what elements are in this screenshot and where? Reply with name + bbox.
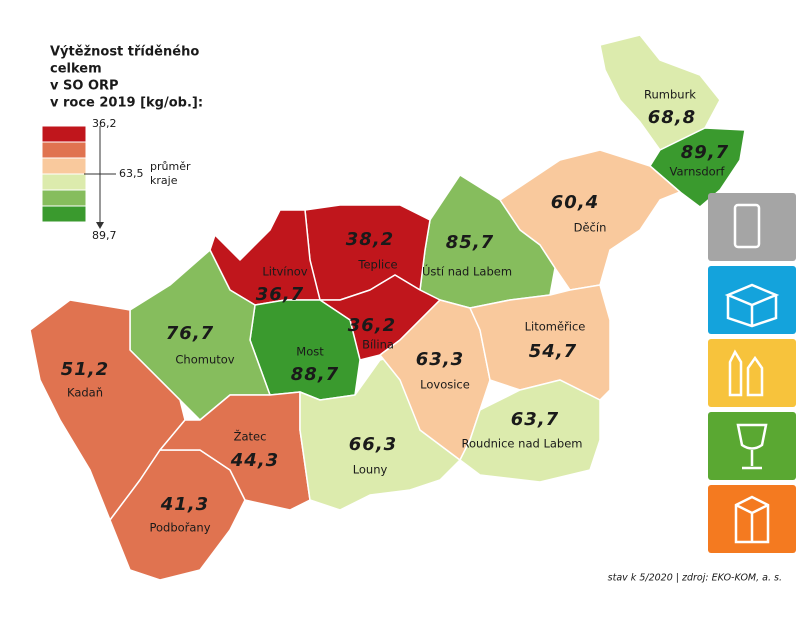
legend-note: průměr	[150, 160, 191, 173]
region-name: Most	[296, 345, 324, 359]
icon-glass	[708, 412, 796, 480]
region-name: Louny	[353, 463, 388, 477]
region-shape	[299, 354, 461, 511]
legend-swatch	[41, 125, 87, 143]
icon-can	[733, 203, 761, 249]
legend-top: 36,2	[92, 117, 117, 130]
icon-box	[724, 283, 780, 328]
legend-swatch	[41, 141, 87, 159]
region-name: Roudnice nad Labem	[462, 437, 583, 451]
region-name: Chomutov	[175, 353, 234, 367]
region-value: 41,3	[160, 494, 209, 515]
region-name: Ústí nad Labem	[422, 264, 512, 279]
region-value: 60,4	[551, 192, 599, 213]
legend-bottom: 89,7	[92, 229, 117, 242]
region-value: 36,7	[256, 284, 304, 305]
title-line: v SO ORP	[50, 79, 119, 94]
region-shape	[469, 284, 611, 401]
region-value: 44,3	[230, 450, 279, 471]
icon-paper	[708, 266, 796, 334]
region-name: Teplice	[357, 258, 397, 272]
icon-metal	[708, 193, 796, 261]
region-value: 63,3	[416, 349, 464, 370]
title-line: Výtěžnost tříděného	[50, 45, 199, 60]
icon-carton	[734, 495, 770, 544]
title-line: v roce 2019 [kg/ob.]:	[50, 96, 203, 111]
region-value: 54,7	[529, 341, 577, 362]
region-value: 76,7	[166, 323, 214, 344]
region-name: Děčín	[574, 221, 607, 235]
legend-middle: 63,5	[119, 167, 144, 180]
legend-swatch	[41, 173, 87, 191]
region-value: 38,2	[346, 229, 394, 250]
icon-glass-shape	[736, 423, 768, 470]
region-name: Bílina	[362, 338, 394, 352]
region-value: 68,8	[648, 107, 696, 128]
region-name: Lovosice	[420, 378, 470, 392]
legend-note: kraje	[150, 174, 178, 187]
region-value: 63,7	[511, 409, 559, 430]
region-value: 36,2	[348, 315, 396, 336]
legend-swatch	[41, 189, 87, 207]
region-name: Podbořany	[149, 521, 210, 535]
region-name: Rumburk	[644, 88, 696, 102]
icon-bottles	[728, 349, 764, 397]
icon-plastic	[708, 339, 796, 407]
region-value: 85,7	[446, 232, 494, 253]
region-value: 89,7	[681, 142, 729, 163]
legend-arrowhead	[96, 222, 104, 229]
region-name: Varnsdorf	[670, 165, 726, 179]
footer-source: stav k 5/2020 | zdroj: EKO-KOM, a. s.	[608, 573, 782, 584]
regions: Rumburk 68,8 Varnsdorf 89,7 Děčín 60,4 Ústí na…	[29, 34, 746, 581]
waste-icons	[708, 193, 796, 553]
legend-swatch	[41, 157, 87, 175]
region-shape	[459, 379, 601, 483]
region-name: Kadaň	[67, 386, 103, 400]
region-value: 88,7	[291, 364, 339, 385]
region-name: Žatec	[234, 429, 267, 444]
region-value: 66,3	[349, 434, 397, 455]
title-line: celkem	[50, 62, 102, 77]
region-name: Litoměřice	[525, 320, 586, 334]
region-name: Litvínov	[262, 265, 307, 279]
region-value: 51,2	[61, 359, 109, 380]
legend-swatch	[41, 205, 87, 223]
